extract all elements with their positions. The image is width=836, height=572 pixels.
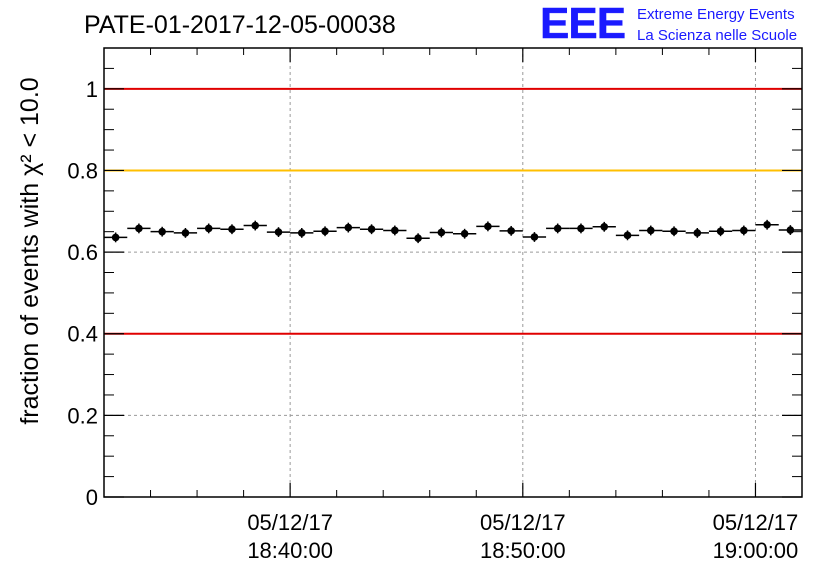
- data-point: [763, 220, 771, 229]
- y-tick-label: 0.8: [67, 158, 98, 183]
- y-tick-label: 0.2: [67, 403, 98, 428]
- data-point: [437, 228, 446, 237]
- x-tick-date-label: 05/12/17: [480, 510, 566, 535]
- logo-line2: La Scienza nelle Scuole: [637, 27, 797, 44]
- logo-mark: EEE: [540, 0, 625, 48]
- data-point: [460, 229, 469, 238]
- data-point: [367, 225, 376, 234]
- data-point: [111, 233, 120, 242]
- data-point: [251, 221, 260, 230]
- y-tick-label: 0.6: [67, 240, 98, 265]
- data-point: [297, 229, 306, 237]
- data-point: [577, 224, 585, 233]
- data-point: [344, 223, 353, 232]
- chart-title: PATE-01-2017-12-05-00038: [84, 11, 396, 39]
- data-point: [507, 227, 515, 235]
- data-point: [530, 233, 539, 241]
- data-point: [158, 227, 166, 236]
- reference-lines: [104, 87, 802, 335]
- x-tick-time-label: 18:40:00: [247, 538, 333, 563]
- data-point: [391, 226, 399, 235]
- data-point: [135, 224, 143, 233]
- data-series: [104, 219, 802, 244]
- x-tick-date-label: 05/12/17: [247, 510, 333, 535]
- data-point: [204, 224, 213, 233]
- data-point: [414, 234, 422, 243]
- data-point: [740, 226, 748, 235]
- y-axis-label: fraction of events with χ² < 10.0: [16, 77, 44, 424]
- data-point: [623, 231, 632, 240]
- data-point: [693, 229, 702, 237]
- y-tick-label: 0.4: [67, 322, 98, 347]
- data-point: [786, 226, 795, 234]
- data-point: [181, 229, 190, 237]
- data-point: [484, 222, 492, 231]
- data-point: [670, 227, 678, 236]
- plot-frame: [103, 47, 803, 498]
- data-point: [646, 226, 655, 235]
- y-tick-label: 1: [86, 77, 98, 102]
- data-point: [274, 228, 283, 236]
- data-point: [553, 224, 562, 233]
- x-tick-time-label: 18:50:00: [480, 538, 566, 563]
- data-point: [228, 225, 236, 234]
- grid-layer: [104, 48, 802, 497]
- axes: 0 0.2 0.4 0.6 0.8 1 05/12/17 18:40:00 05/12/17 18…: [67, 47, 803, 563]
- x-tick-time-label: 19:00:00: [713, 538, 799, 563]
- logo-line1: Extreme Energy Events: [637, 6, 795, 23]
- y-tick-label: 0: [86, 485, 98, 510]
- data-point: [600, 222, 609, 231]
- data-point: [321, 227, 329, 236]
- eee-logo: EEE Extreme Energy Events La Scienza nel…: [540, 0, 797, 48]
- x-tick-date-label: 05/12/17: [713, 510, 799, 535]
- data-point: [716, 227, 725, 236]
